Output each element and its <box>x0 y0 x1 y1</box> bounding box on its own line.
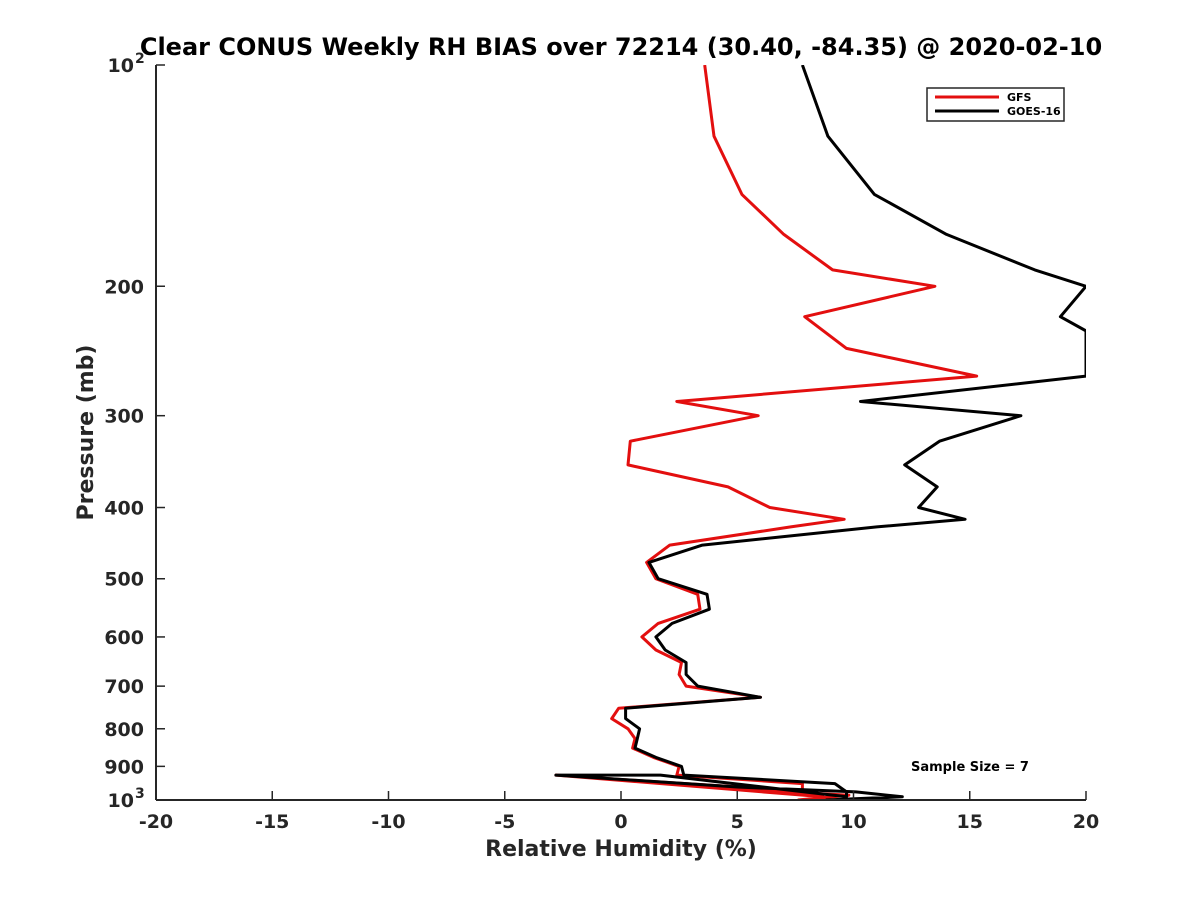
y-tick-label: 200 <box>104 276 144 298</box>
legend-entry-label: GOES-16 <box>1007 105 1061 118</box>
chart-title: Clear CONUS Weekly RH BIAS over 72214 (3… <box>140 33 1102 61</box>
series-line-goes-16 <box>554 65 1086 800</box>
x-tick-label: 0 <box>614 811 627 833</box>
legend-box <box>926 87 1065 122</box>
y-tick-label: 900 <box>104 756 144 778</box>
y-tick-label: 500 <box>104 569 144 591</box>
y-axis-label: Pressure (mb) <box>74 345 99 521</box>
x-tick-label: -5 <box>494 811 515 833</box>
y-tick-label-power: 10 2 <box>108 51 145 77</box>
y-tick-exponent: 2 <box>135 51 145 67</box>
x-tick-label: -15 <box>255 811 289 833</box>
y-tick-label-power: 10 3 <box>108 786 145 812</box>
series-line-gfs <box>554 65 979 800</box>
y-tick-label: 600 <box>104 627 144 649</box>
x-tick-label: 15 <box>957 811 983 833</box>
series-layer <box>554 65 1086 800</box>
x-axis-ticks: -20 -15 -10 -5 0 5 10 15 20 <box>139 791 1099 833</box>
x-tick-label: -20 <box>139 811 173 833</box>
y-tick-label: 700 <box>104 676 144 698</box>
y-tick-label: 800 <box>104 719 144 741</box>
y-tick-label: 300 <box>104 406 144 428</box>
y-tick-base: 10 <box>108 790 134 812</box>
x-axis-label: Relative Humidity (%) <box>485 837 757 862</box>
x-tick-label: 10 <box>840 811 866 833</box>
legend-entry-label: GFS <box>1007 91 1032 104</box>
sample-size-annotation: Sample Size = 7 <box>911 760 1029 775</box>
y-tick-label: 400 <box>104 498 144 520</box>
x-tick-label: 5 <box>731 811 744 833</box>
y-tick-base: 10 <box>108 55 134 77</box>
x-tick-label: 20 <box>1073 811 1099 833</box>
axes-layer <box>155 65 1086 801</box>
x-tick-label: -10 <box>371 811 405 833</box>
y-tick-exponent: 3 <box>135 786 145 802</box>
